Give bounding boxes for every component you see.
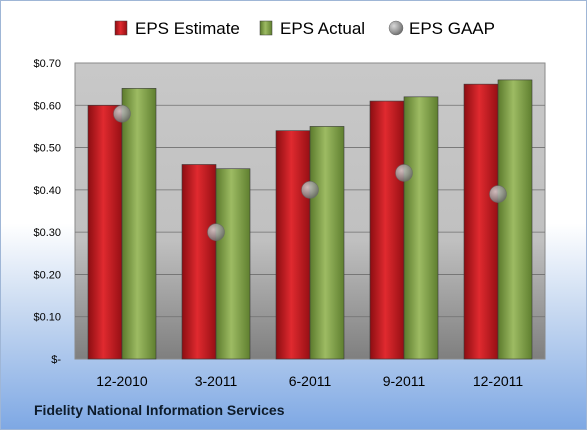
- bars: [87, 79, 533, 360]
- y-tick-label: $0.70: [33, 58, 61, 70]
- gaap-markers: [113, 104, 507, 241]
- bar-eps-actual: [121, 88, 157, 360]
- bar-eps-actual: [309, 126, 345, 360]
- x-tick-label: 12-2010: [96, 373, 148, 389]
- gaap-marker: [207, 223, 225, 241]
- bar-eps-estimate: [463, 83, 499, 360]
- x-axis: 12-2010 3-2011 6-2011 9-2011 12-2011: [96, 373, 523, 389]
- y-axis: $0.70 $0.60 $0.50 $0.40 $0.30 $0.20 $0.10 $-: [33, 58, 61, 366]
- legend-marker: [388, 20, 404, 36]
- y-tick-label: $0.60: [33, 100, 61, 112]
- legend-swatch: [114, 20, 128, 36]
- gaap-marker: [301, 181, 319, 199]
- y-tick-label: $0.30: [33, 227, 61, 239]
- bar-eps-actual: [403, 96, 439, 360]
- gaap-marker: [395, 164, 413, 182]
- y-tick-label: $0.10: [33, 312, 61, 324]
- legend-label: EPS GAAP: [409, 19, 495, 38]
- y-tick-label: $-: [51, 354, 61, 366]
- bar-eps-estimate: [275, 130, 311, 360]
- bar-eps-actual: [215, 168, 251, 360]
- company-name: Fidelity National Information Services: [34, 402, 285, 418]
- bar-eps-estimate: [369, 100, 405, 360]
- legend-label: EPS Actual: [280, 19, 365, 38]
- x-tick-label: 12-2011: [473, 373, 524, 389]
- gaap-marker: [113, 104, 131, 123]
- x-tick-label: 9-2011: [383, 373, 426, 389]
- y-tick-label: $0.50: [33, 143, 61, 155]
- x-tick-label: 3-2011: [195, 373, 238, 389]
- y-tick-label: $0.20: [33, 269, 61, 281]
- bar-eps-actual: [497, 79, 533, 360]
- legend: EPS Estimate EPS Actual EPS GAAP: [114, 19, 495, 38]
- legend-swatch: [259, 20, 273, 36]
- legend-label: EPS Estimate: [135, 19, 240, 38]
- gaap-marker: [489, 185, 507, 203]
- bar-eps-estimate: [181, 164, 217, 360]
- x-tick-label: 6-2011: [289, 373, 332, 389]
- y-tick-label: $0.40: [33, 185, 61, 197]
- bar-eps-estimate: [87, 104, 123, 360]
